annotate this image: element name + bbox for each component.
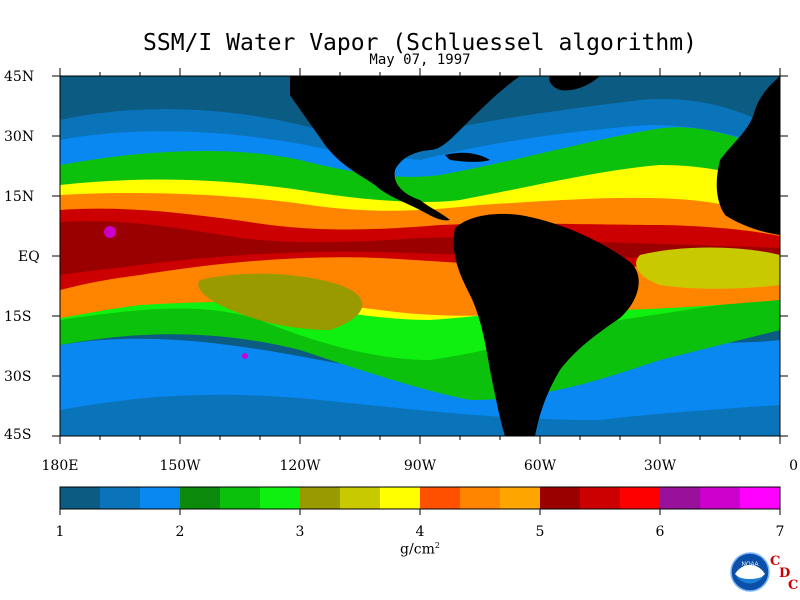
- colorbar-label-4: 4: [415, 524, 425, 540]
- map-field: [60, 76, 780, 436]
- lat-label-45s: 45S: [4, 427, 32, 443]
- colorbar-segment: [500, 487, 541, 509]
- colorbar-segment: [260, 487, 301, 509]
- colorbar-segment: [540, 487, 581, 509]
- colorbar-label-2: 2: [175, 524, 185, 540]
- colorbar-segment: [180, 487, 221, 509]
- colorbar-segment: [620, 487, 661, 509]
- lat-label-15n: 15N: [4, 189, 35, 205]
- lon-label-90w: 90W: [403, 458, 437, 474]
- colorbar-segment: [660, 487, 701, 509]
- lat-label-eq: EQ: [18, 249, 40, 265]
- lon-label-150w: 150W: [159, 458, 201, 474]
- lat-label-45n: 45N: [4, 69, 35, 85]
- colorbar-segment: [140, 487, 181, 509]
- greenland-land: [549, 76, 600, 91]
- vapor-dry-tongue-atlantic: [636, 247, 780, 289]
- north-america-land: [290, 76, 520, 221]
- vapor-peak-1: [104, 226, 116, 238]
- noaa-logo: NOAA: [730, 552, 770, 592]
- colorbar-segment: [460, 487, 501, 509]
- colorbar-segment: [380, 487, 421, 509]
- map-date: May 07, 1997: [369, 52, 471, 68]
- colorbar-segment: [740, 487, 781, 509]
- lon-label-0: 0: [789, 458, 798, 474]
- map-title: SSM/I Water Vapor (Schluessel algorithm): [143, 30, 697, 56]
- lon-label-180e: 180E: [41, 458, 79, 474]
- south-america-land: [453, 213, 639, 436]
- colorbar: [59, 486, 781, 515]
- colorbar-segment: [420, 487, 461, 509]
- colorbar-label-7: 7: [775, 524, 785, 540]
- axis-ticks: [52, 68, 788, 444]
- lat-label-15s: 15S: [4, 309, 32, 325]
- colorbar-segment: [300, 487, 341, 509]
- cuba-land: [445, 152, 490, 162]
- lat-label-30s: 30S: [4, 369, 32, 385]
- colorbar-units: g/cm2: [400, 541, 440, 558]
- svg-text:NOAA: NOAA: [741, 562, 758, 568]
- colorbar-label-6: 6: [655, 524, 665, 540]
- colorbar-label-1: 1: [55, 524, 65, 540]
- colorbar-segment: [580, 487, 621, 509]
- colorbar-segment: [340, 487, 381, 509]
- lon-label-60w: 60W: [523, 458, 557, 474]
- colorbar-label-3: 3: [295, 524, 305, 540]
- colorbar-label-5: 5: [535, 524, 545, 540]
- cdc-letter-c1: C: [770, 554, 781, 569]
- colorbar-segment: [100, 487, 141, 509]
- europe-africa-land: [716, 76, 780, 235]
- lon-label-30w: 30W: [643, 458, 677, 474]
- vapor-dry-tongue-pacific: [198, 273, 363, 330]
- colorbar-segment: [700, 487, 741, 509]
- vapor-band-maroon: [60, 221, 780, 275]
- cdc-letter-c2: C: [788, 578, 799, 593]
- colorbar-segment: [60, 487, 101, 509]
- lon-label-120w: 120W: [279, 458, 321, 474]
- cdc-letter-d: D: [779, 566, 791, 581]
- colorbar-segment: [220, 487, 261, 509]
- vapor-peak-2: [242, 353, 248, 359]
- lat-label-30n: 30N: [4, 129, 35, 145]
